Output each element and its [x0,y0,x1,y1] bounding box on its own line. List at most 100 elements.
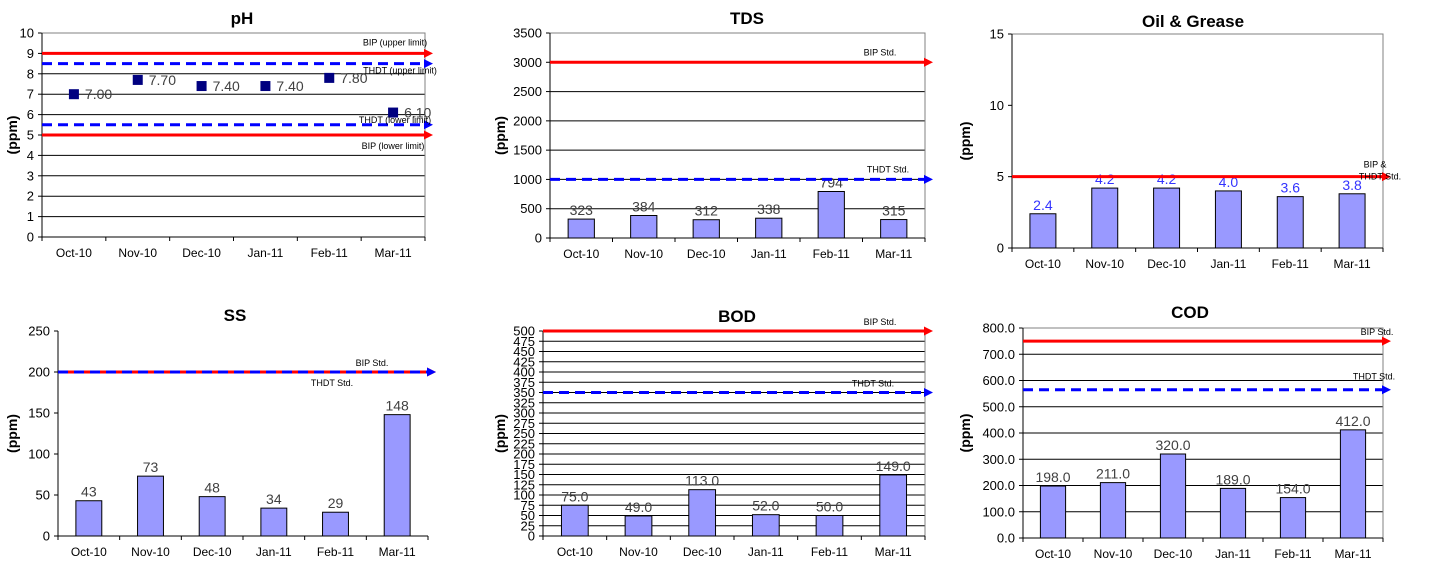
data-label: 149.0 [876,458,911,474]
reference-label: THDT Std. [311,378,353,388]
reference-label: THDT Std. [852,379,894,389]
y-tick-label: 150 [513,467,535,482]
reference-arrow [427,367,436,377]
x-tick-label: Dec-10 [193,545,232,559]
y-tick-label: 10 [990,98,1004,113]
y-axis-label: (ppm) [957,414,973,453]
y-tick-label: 175 [513,457,535,472]
chart-title: Oil & Grease [1142,12,1244,31]
y-tick-label: 0 [997,241,1004,256]
y-axis-label: (ppm) [492,116,508,155]
data-label: 73 [143,459,159,475]
data-label: 7.80 [340,70,367,86]
y-tick-label: 375 [513,375,535,390]
bar [751,514,780,537]
x-tick-label: Nov-10 [1094,547,1133,561]
data-label: 412.0 [1335,413,1370,429]
y-tick-label: 0 [535,231,542,246]
x-tick-label: Mar-11 [1334,257,1371,271]
y-tick-label: 125 [513,477,535,492]
reference-arrow [424,130,433,140]
x-tick-label: Mar-11 [1334,547,1371,561]
y-tick-label: 1 [27,209,34,224]
chart-3: SS (ppm) 0 50 100 150 200 250 Oct-10 Nov-10 Dec-10… [4,306,436,559]
y-tick-label: 450 [513,344,535,359]
bar [624,515,653,537]
chart-title: TDS [730,9,764,28]
y-tick-label: 400.0 [982,426,1015,441]
y-tick-label: 200 [28,365,50,380]
data-label: 384 [632,199,656,215]
bar [1219,487,1247,539]
data-label: 198.0 [1035,469,1070,485]
marker [260,81,271,92]
data-label: 52.0 [752,498,779,514]
reference-label: THDT (lower limit) [359,115,431,125]
data-label: 113.0 [685,473,719,489]
y-tick-label: 200.0 [982,478,1015,493]
x-tick-label: Nov-10 [1085,257,1124,271]
bar [560,504,589,537]
reference-label: BIP (upper limit) [363,37,427,47]
data-label: 794 [820,174,844,190]
y-tick-label: 0 [528,529,535,544]
data-label: 43 [81,484,97,500]
bar [1338,193,1366,249]
y-tick-label: 2500 [513,84,542,99]
y-tick-label: 250 [513,426,535,441]
y-tick-label: 50 [521,508,535,523]
bar [137,475,164,537]
x-tick-label: Nov-10 [131,545,170,559]
x-tick-label: Jan-11 [256,545,292,559]
reference-arrow [924,57,933,67]
y-tick-label: 225 [513,436,535,451]
y-tick-label: 100 [28,447,50,462]
y-tick-label: 3500 [513,26,542,41]
y-tick-label: 0 [43,529,50,544]
reference-label: BIP Std. [1361,327,1394,337]
bar [1279,497,1307,539]
x-tick-label: Dec-10 [1147,257,1186,271]
bar [815,515,844,537]
y-tick-label: 5 [997,169,1004,184]
x-tick-label: Oct-10 [557,545,593,559]
x-tick-label: Feb-11 [1272,257,1309,271]
bar [880,219,908,239]
reference-arrow [424,59,433,69]
bar [1153,187,1181,249]
marker [196,81,207,92]
chart-5: COD (ppm) 0.0 100.0 200.0 300.0 400.0 500.0 600.… [957,303,1395,561]
data-label: 48 [204,480,220,496]
x-tick-label: Oct-10 [563,247,599,261]
bar [383,414,411,537]
bar [1159,453,1187,539]
y-tick-label: 3 [27,168,34,183]
y-axis-label: (ppm) [492,414,508,453]
reference-label: BIP Std. [864,47,897,57]
data-label: 315 [882,203,906,219]
y-tick-label: 50 [36,488,50,503]
y-tick-label: 0.0 [997,531,1015,546]
reference-label: THDT Std. [867,164,909,174]
data-label: 320.0 [1155,437,1190,453]
x-tick-label: Feb-11 [811,545,848,559]
data-label: 4.2 [1095,171,1115,187]
y-tick-label: 2 [27,189,34,204]
reference-arrow [1382,336,1391,346]
bar [879,474,908,537]
marker [388,107,399,118]
data-label: 323 [570,202,594,218]
y-tick-label: 8 [27,66,34,81]
data-label: 7.70 [149,72,176,88]
x-tick-label: Feb-11 [317,545,354,559]
y-tick-label: 10 [20,26,34,41]
bar [1099,482,1127,539]
bar [755,217,783,239]
x-tick-label: Oct-10 [1035,547,1071,561]
x-tick-label: Jan-11 [1215,547,1251,561]
bar [1039,485,1067,539]
reference-label: BIP Std. [864,317,897,327]
x-tick-label: Feb-11 [311,246,348,260]
x-tick-label: Oct-10 [56,246,92,260]
bar [1276,196,1304,249]
